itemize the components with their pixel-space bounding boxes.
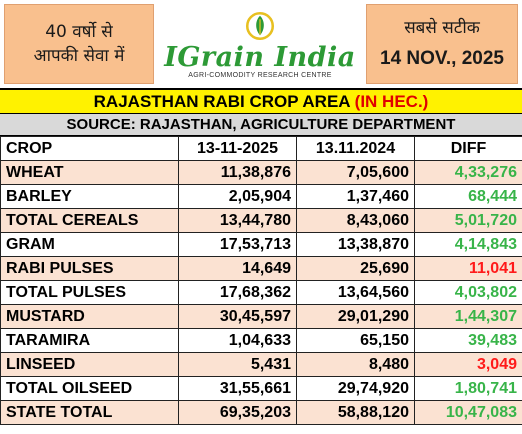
header-2024: 13.11.2024	[296, 136, 415, 161]
crop-name: GRAM	[0, 232, 179, 257]
table-header-row: CROP 13-11-2025 13.11.2024 DIFF	[0, 136, 522, 161]
header-crop: CROP	[0, 136, 179, 161]
report-date: 14 NOV., 2025	[380, 48, 504, 69]
area-2024: 8,480	[296, 352, 415, 377]
area-diff: 4,03,802	[414, 280, 522, 305]
area-diff: 3,049	[414, 352, 522, 377]
title-unit: (IN HEC.)	[354, 92, 429, 111]
brand-subtitle: AGRI-COMMODITY RESEARCH CENTRE	[188, 72, 332, 79]
area-2024: 58,88,120	[296, 400, 415, 425]
area-diff: 11,041	[414, 256, 522, 281]
area-2024: 29,74,920	[296, 376, 415, 401]
table-row: TOTAL PULSES 17,68,362 13,64,560 4,03,802	[0, 280, 522, 305]
area-2024: 7,05,600	[296, 160, 415, 185]
title-main: RAJASTHAN RABI CROP AREA	[93, 92, 355, 111]
crop-name: TOTAL OILSEED	[0, 376, 179, 401]
crop-name: LINSEED	[0, 352, 179, 377]
brand-name: IGrain India	[164, 42, 356, 73]
table-row: LINSEED 5,431 8,480 3,049	[0, 352, 522, 377]
area-2024: 65,150	[296, 328, 415, 353]
area-2024: 29,01,290	[296, 304, 415, 329]
crop-name: RABI PULSES	[0, 256, 179, 281]
table-row: WHEAT 11,38,876 7,05,600 4,33,276	[0, 160, 522, 185]
table-row: RABI PULSES 14,649 25,690 11,041	[0, 256, 522, 281]
table-row: STATE TOTAL 69,35,203 58,88,120 10,47,083	[0, 400, 522, 425]
accuracy-tagline: सबसे सटीक	[404, 18, 480, 38]
header: 40 वर्षो से आपकी सेवा में IGrain India A…	[0, 0, 522, 88]
area-diff: 1,80,741	[414, 376, 522, 401]
table-row: BARLEY 2,05,904 1,37,460 68,444	[0, 184, 522, 209]
table-row: GRAM 17,53,713 13,38,870 4,14,843	[0, 232, 522, 257]
area-2025: 14,649	[178, 256, 297, 281]
area-2025: 1,04,633	[178, 328, 297, 353]
crop-area-table: CROP 13-11-2025 13.11.2024 DIFF WHEAT 11,…	[0, 136, 522, 425]
area-2025: 17,68,362	[178, 280, 297, 305]
area-2025: 30,45,597	[178, 304, 297, 329]
area-diff: 39,483	[414, 328, 522, 353]
tagline-line-1: 40 वर्षो से	[45, 22, 113, 42]
area-diff: 5,01,720	[414, 208, 522, 233]
area-2025: 5,431	[178, 352, 297, 377]
area-2024: 8,43,060	[296, 208, 415, 233]
area-2025: 2,05,904	[178, 184, 297, 209]
area-diff: 10,47,083	[414, 400, 522, 425]
area-2024: 13,38,870	[296, 232, 415, 257]
area-2025: 11,38,876	[178, 160, 297, 185]
crop-name: STATE TOTAL	[0, 400, 179, 425]
brand-logo: IGrain India AGRI-COMMODITY RESEARCH CEN…	[158, 4, 362, 84]
area-2025: 17,53,713	[178, 232, 297, 257]
grain-leaf-icon	[245, 11, 275, 41]
area-2024: 1,37,460	[296, 184, 415, 209]
table-row: TOTAL CEREALS 13,44,780 8,43,060 5,01,720	[0, 208, 522, 233]
header-diff: DIFF	[414, 136, 522, 161]
area-diff: 4,14,843	[414, 232, 522, 257]
header-2025: 13-11-2025	[178, 136, 297, 161]
area-2025: 31,55,661	[178, 376, 297, 401]
area-diff: 68,444	[414, 184, 522, 209]
crop-name: TOTAL CEREALS	[0, 208, 179, 233]
source-line: SOURCE: RAJASTHAN, AGRICULTURE DEPARTMEN…	[0, 114, 522, 136]
area-diff: 4,33,276	[414, 160, 522, 185]
table-row: TARAMIRA 1,04,633 65,150 39,483	[0, 328, 522, 353]
crop-name: WHEAT	[0, 160, 179, 185]
area-diff: 1,44,307	[414, 304, 522, 329]
tagline-box: 40 वर्षो से आपकी सेवा में	[4, 4, 154, 84]
crop-name: BARLEY	[0, 184, 179, 209]
area-2025: 69,35,203	[178, 400, 297, 425]
crop-name: TOTAL PULSES	[0, 280, 179, 305]
table-row: TOTAL OILSEED 31,55,661 29,74,920 1,80,741	[0, 376, 522, 401]
area-2024: 25,690	[296, 256, 415, 281]
tagline-line-2: आपकी सेवा में	[33, 46, 125, 66]
table-title: RAJASTHAN RABI CROP AREA (IN HEC.)	[0, 88, 522, 114]
area-2024: 13,64,560	[296, 280, 415, 305]
crop-name: MUSTARD	[0, 304, 179, 329]
crop-name: TARAMIRA	[0, 328, 179, 353]
area-2025: 13,44,780	[178, 208, 297, 233]
date-box: सबसे सटीक 14 NOV., 2025	[366, 4, 518, 84]
table-row: MUSTARD 30,45,597 29,01,290 1,44,307	[0, 304, 522, 329]
